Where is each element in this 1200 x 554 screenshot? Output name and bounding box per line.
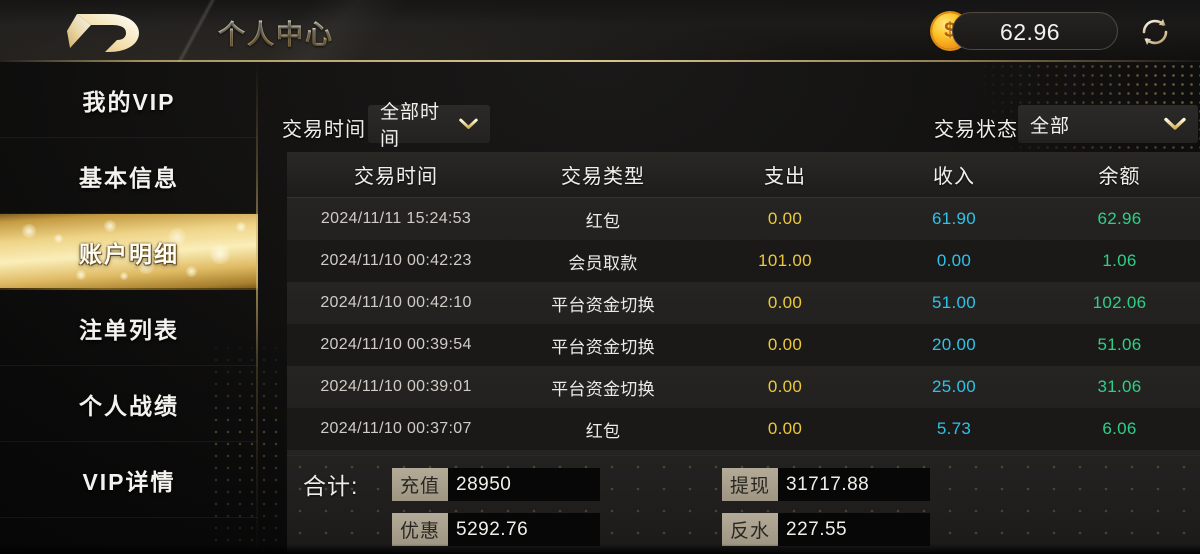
sidebar-item-label: 基本信息 — [79, 164, 179, 191]
sidebar-nav: 我的VIP 基本信息 账户明细 注单列表 个人战绩 — [0, 62, 258, 554]
cell-time: 2024/11/10 00:39:54 — [320, 336, 472, 353]
cell-balance: 51.06 — [1097, 335, 1142, 354]
sidebar-item-personal-results[interactable]: 个人战绩 — [0, 366, 258, 442]
summary-panel: 合计: 充值 28950 提现 31717.88 优惠 5292.76 反水 2… — [287, 455, 1200, 554]
transaction-status-select[interactable]: 全部 — [1018, 105, 1198, 143]
cell-balance: 62.96 — [1097, 209, 1142, 228]
cell-type: 平台资金切换 — [551, 337, 655, 357]
cell-type: 平台资金切换 — [551, 295, 655, 315]
cell-time: 2024/11/11 15:24:53 — [320, 210, 472, 227]
chevron-down-icon — [459, 118, 478, 129]
sidebar-item-bet-records[interactable]: 注单列表 — [0, 290, 258, 366]
cell-expense: 0.00 — [767, 209, 803, 228]
cell-type: 会员取款 — [568, 253, 638, 273]
table-row[interactable]: 2024/11/10 00:42:23 会员取款 101.00 0.00 1.0… — [287, 240, 1200, 282]
sidebar-item-label: VIP详情 — [82, 468, 176, 495]
table-header-row: 交易时间 交易类型 支出 收入 余额 — [287, 152, 1200, 198]
column-header-income: 收入 — [933, 166, 975, 188]
summary-label-withdraw: 提现 — [722, 468, 778, 501]
cell-expense: 101.00 — [758, 251, 812, 270]
transactions-table: 交易时间 交易类型 支出 收入 余额 2024/11/11 15:24:53 红… — [287, 152, 1200, 492]
cell-type: 平台资金切换 — [551, 379, 655, 399]
transaction-status-label: 交易状态 — [934, 119, 1018, 141]
sidebar-item-label: 账户明细 — [79, 241, 179, 267]
column-header-expense: 支出 — [764, 166, 806, 188]
bottom-fade — [0, 544, 1200, 554]
table-row[interactable]: 2024/11/10 00:37:07 红包 0.00 5.73 6.06 — [287, 408, 1200, 450]
sidebar-item-label: 我的VIP — [82, 89, 176, 115]
cell-balance: 6.06 — [1102, 419, 1137, 438]
summary-field-bonus: 优惠 5292.76 — [392, 513, 600, 546]
column-header-balance: 余额 — [1098, 166, 1141, 188]
cell-balance: 102.06 — [1092, 293, 1147, 312]
balance-amount: 62.96 — [999, 19, 1061, 45]
balance-display[interactable]: 62.96 — [952, 12, 1118, 50]
transaction-time-select[interactable]: 全部时间 — [368, 102, 490, 150]
cell-income: 20.00 — [931, 335, 977, 354]
cell-income: 0.00 — [936, 251, 972, 270]
table-row[interactable]: 2024/11/11 15:24:53 红包 0.00 61.90 62.96 — [287, 198, 1200, 240]
column-header-type: 交易类型 — [561, 166, 645, 188]
transaction-time-label: 交易时间 — [282, 119, 366, 141]
sidebar-item-vip-details[interactable]: VIP详情 — [0, 442, 258, 518]
sidebar-item-label: 注单列表 — [79, 316, 179, 343]
cell-expense: 0.00 — [767, 293, 803, 312]
cell-income: 61.90 — [931, 209, 977, 228]
transaction-status-value: 全部 — [1030, 115, 1071, 137]
refresh-icon — [1142, 19, 1168, 45]
sidebar-item-account-details[interactable]: 账户明细 — [0, 214, 258, 290]
brand-logo-icon — [67, 14, 139, 52]
cell-time: 2024/11/10 00:39:01 — [320, 378, 472, 395]
cell-type: 红包 — [585, 211, 621, 231]
page-title: 个人中心 — [218, 13, 334, 52]
table-row[interactable]: 2024/11/10 00:42:10 平台资金切换 0.00 51.00 10… — [287, 282, 1200, 324]
summary-title: 合计: — [303, 473, 359, 499]
summary-field-deposit: 充值 28950 — [392, 468, 600, 501]
summary-value-deposit: 28950 — [448, 468, 600, 501]
sidebar-item-basic-info[interactable]: 基本信息 — [0, 138, 258, 214]
top-bar: 个人中心 $ 62.96 — [0, 0, 1200, 62]
filter-bar: 交易时间 全部时间 交易状态 全部 — [258, 62, 1200, 152]
summary-label-rebate: 反水 — [722, 513, 778, 546]
sidebar-item-my-vip[interactable]: 我的VIP — [0, 62, 258, 138]
refresh-balance-button[interactable] — [1136, 13, 1174, 51]
sidebar-edge-line — [256, 62, 258, 554]
cell-expense: 0.00 — [767, 419, 803, 438]
cell-balance: 1.06 — [1102, 251, 1137, 270]
summary-field-rebate: 反水 227.55 — [722, 513, 930, 546]
summary-value-withdraw: 31717.88 — [778, 468, 930, 501]
table-row[interactable]: 2024/11/10 00:39:54 平台资金切换 0.00 20.00 51… — [287, 324, 1200, 366]
summary-field-withdraw: 提现 31717.88 — [722, 468, 930, 501]
cell-expense: 0.00 — [767, 335, 803, 354]
chevron-down-icon — [1164, 117, 1186, 130]
cell-income: 51.00 — [931, 293, 977, 312]
cell-income: 5.73 — [936, 419, 972, 438]
summary-value-bonus: 5292.76 — [448, 513, 600, 546]
sidebar-bokeh-decoration — [0, 214, 258, 290]
transaction-time-value: 全部时间 — [380, 102, 441, 150]
cell-balance: 31.06 — [1097, 377, 1142, 396]
cell-type: 红包 — [585, 421, 621, 441]
cell-time: 2024/11/10 00:42:23 — [320, 252, 472, 269]
sidebar-item-label: 个人战绩 — [79, 392, 179, 419]
summary-label-deposit: 充值 — [392, 468, 448, 501]
summary-value-rebate: 227.55 — [778, 513, 930, 546]
cell-expense: 0.00 — [767, 377, 803, 396]
column-header-time: 交易时间 — [354, 166, 438, 188]
summary-label-bonus: 优惠 — [392, 513, 448, 546]
cell-income: 25.00 — [931, 377, 977, 396]
table-row[interactable]: 2024/11/10 00:39:01 平台资金切换 0.00 25.00 31… — [287, 366, 1200, 408]
cell-time: 2024/11/10 00:37:07 — [320, 420, 472, 437]
cell-time: 2024/11/10 00:42:10 — [320, 294, 472, 311]
brand-logo[interactable] — [47, 6, 157, 58]
